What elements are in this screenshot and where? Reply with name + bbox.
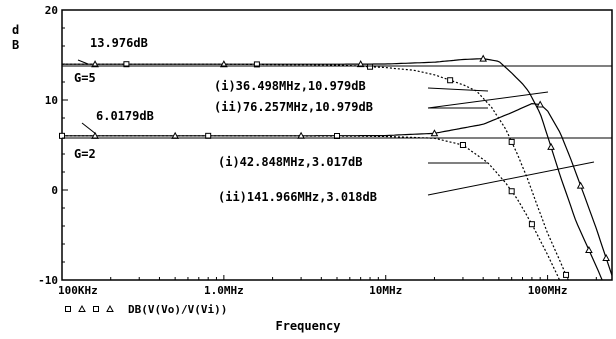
x-tick-label: 1.0MHz bbox=[204, 284, 244, 297]
g2-level-label: 6.0179dB bbox=[96, 109, 154, 123]
data-point-marker bbox=[576, 181, 585, 189]
legend-marker-triangle bbox=[78, 304, 86, 312]
legend: DB(V(Vo)/V(Vi)) bbox=[65, 303, 227, 316]
g5-i-pointer-a bbox=[427, 87, 489, 92]
legend-marker-square bbox=[65, 306, 71, 312]
annotation-group: 13.976dB G=5 6.0179dB G=2 (i)36.498MHz,1… bbox=[62, 36, 612, 204]
g2-i-annotation: (i)42.848MHz,3.017dB bbox=[218, 155, 363, 169]
data-point-marker bbox=[356, 60, 365, 68]
data-point-marker bbox=[528, 221, 535, 228]
g2-level-pointer bbox=[81, 122, 97, 135]
y-axis-label-d: d bbox=[12, 23, 19, 37]
data-point-marker bbox=[123, 61, 130, 68]
plot-frame bbox=[61, 9, 613, 281]
data-point-marker bbox=[585, 245, 593, 254]
y-tick-label: 20 bbox=[45, 4, 58, 17]
series-line-4 bbox=[62, 135, 561, 280]
legend-markers bbox=[65, 304, 114, 312]
g5-level-label: 13.976dB bbox=[90, 36, 148, 50]
g2-gain-label: G=2 bbox=[74, 147, 96, 161]
g5-gain-label: G=5 bbox=[74, 71, 96, 85]
axis-ticks: 100KHz 1.0MHz 10MHz 100MHz 20 10 0 -10 bbox=[38, 4, 597, 297]
x-axis-label: Frequency bbox=[275, 319, 340, 333]
legend-marker-square bbox=[93, 306, 99, 312]
data-point-marker bbox=[536, 100, 545, 108]
series-line-1 bbox=[62, 58, 603, 280]
x-tick-label: 100MHz bbox=[528, 284, 568, 297]
data-point-marker bbox=[602, 253, 610, 262]
y-tick-label: 10 bbox=[45, 94, 58, 107]
data-point-marker bbox=[508, 188, 515, 195]
series-line-2 bbox=[62, 63, 569, 280]
y-tick-label: -10 bbox=[38, 274, 58, 287]
data-point-marker bbox=[459, 142, 466, 148]
g2-ii-annotation: (ii)141.966MHz,3.018dB bbox=[218, 190, 377, 204]
data-point-marker bbox=[367, 63, 374, 70]
g5-ii-annotation: (ii)76.257MHz,10.979dB bbox=[214, 100, 373, 114]
g2-ii-pointer bbox=[427, 161, 595, 196]
legend-label: DB(V(Vo)/V(Vi)) bbox=[128, 303, 227, 316]
data-point-marker bbox=[220, 60, 228, 68]
legend-marker-triangle bbox=[106, 304, 114, 312]
data-point-marker bbox=[563, 271, 570, 278]
data-point-marker bbox=[91, 60, 99, 68]
y-axis-label-b: B bbox=[12, 38, 19, 52]
data-point-marker bbox=[479, 54, 488, 62]
g5-level-pointer bbox=[77, 59, 89, 65]
data-point-marker bbox=[430, 129, 439, 137]
g5-i-annotation: (i)36.498MHz,10.979dB bbox=[214, 79, 366, 93]
x-tick-label: 100KHz bbox=[58, 284, 98, 297]
y-tick-label: 0 bbox=[51, 184, 58, 197]
data-point-marker bbox=[447, 77, 454, 84]
data-point-marker bbox=[508, 138, 515, 145]
data-point-marker bbox=[547, 142, 555, 150]
g5-ii-pointer bbox=[427, 91, 549, 109]
x-tick-label: 10MHz bbox=[369, 284, 402, 297]
series-markers bbox=[59, 54, 610, 278]
data-point-marker bbox=[253, 61, 260, 68]
